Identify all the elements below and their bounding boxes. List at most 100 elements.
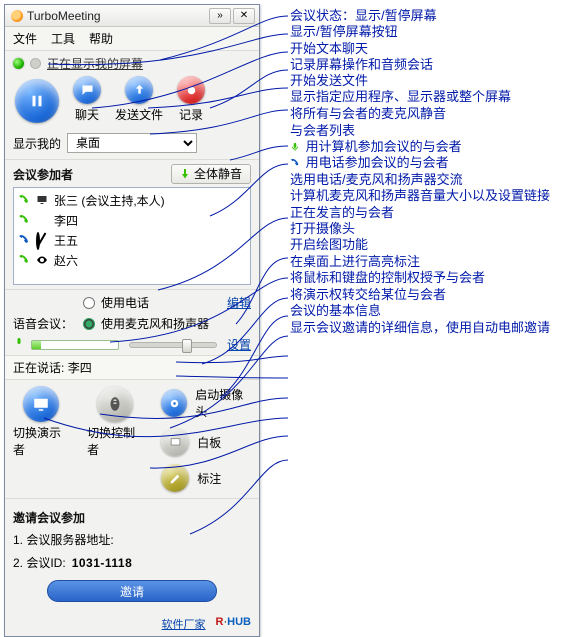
annotation: 开启绘图功能 bbox=[290, 237, 560, 253]
phone-blue-icon bbox=[18, 234, 30, 246]
mic-level-icon bbox=[13, 337, 25, 352]
attendee-row[interactable]: 赵六 bbox=[18, 250, 246, 270]
brand-label: R·HUB bbox=[216, 616, 251, 632]
status-dot-active-icon[interactable] bbox=[13, 58, 24, 69]
menu-help[interactable]: 帮助 bbox=[89, 30, 113, 47]
blank-icon bbox=[36, 214, 48, 226]
sendfile-label: 发送文件 bbox=[115, 106, 163, 123]
chat-label: 聊天 bbox=[75, 106, 99, 123]
app-window: TurboMeeting » ✕ 文件 工具 帮助 正在显示我的屏幕 聊天 bbox=[4, 4, 260, 637]
phone-blue-icon bbox=[290, 157, 300, 169]
whiteboard-label: 白板 bbox=[197, 434, 221, 451]
mic-green-icon bbox=[290, 141, 300, 153]
switch-controller-button[interactable] bbox=[97, 386, 133, 422]
annotation: 会议状态：显示/暂停屏幕 bbox=[290, 8, 560, 24]
status-text: 正在显示我的屏幕 bbox=[47, 55, 143, 72]
annotation: 显示/暂停屏幕按钮 bbox=[290, 24, 560, 40]
invite-title: 邀请会议参加 bbox=[13, 505, 251, 528]
mute-all-label: 全体静音 bbox=[194, 165, 242, 182]
edit-link[interactable]: 编辑 bbox=[227, 294, 251, 311]
annotation: 显示会议邀请的详细信息，使用自动电邮邀请 bbox=[290, 320, 560, 337]
audio-opt-phone-row: 使用电话 编辑 bbox=[5, 292, 259, 313]
annotation: 打开摄像头 bbox=[290, 221, 560, 237]
attendee-row[interactable]: 李四 bbox=[18, 210, 246, 230]
monitor-icon bbox=[36, 194, 48, 206]
toolbar: 聊天 发送文件 记录 bbox=[5, 74, 259, 129]
annotation: 用计算机参加会议的与会者 bbox=[290, 139, 560, 155]
status-row: 正在显示我的屏幕 bbox=[5, 51, 259, 74]
pause-button[interactable] bbox=[15, 79, 59, 123]
annotation: 与会者列表 bbox=[290, 123, 560, 139]
radio-use-phone[interactable] bbox=[83, 297, 95, 309]
opt-mic-label: 使用麦克风和扬声器 bbox=[101, 315, 209, 332]
record-button[interactable] bbox=[177, 76, 205, 104]
minimize-button[interactable]: » bbox=[209, 8, 231, 24]
speaking-who: 李四 bbox=[68, 361, 92, 375]
annotation: 将所有与会者的麦克风静音 bbox=[290, 106, 560, 122]
annotation: 在桌面上进行高亮标注 bbox=[290, 254, 560, 270]
invite-button[interactable]: 邀请 bbox=[47, 580, 217, 602]
noentry-icon bbox=[36, 234, 48, 246]
server-label: 1. 会议服务器地址: bbox=[13, 531, 114, 548]
annotation: 显示指定应用程序、显示器或整个屏幕 bbox=[290, 89, 560, 106]
vendor-link[interactable]: 软件厂家 bbox=[162, 616, 206, 632]
annotation: 开始文本聊天 bbox=[290, 41, 560, 57]
menu-tools[interactable]: 工具 bbox=[51, 30, 75, 47]
speaking-row: 正在说话: 李四 bbox=[5, 355, 259, 380]
mute-all-button[interactable]: 全体静音 bbox=[171, 164, 251, 184]
app-icon bbox=[11, 10, 23, 22]
attendee-name: 李四 bbox=[54, 212, 78, 229]
attendees-title: 会议参加者 bbox=[5, 162, 81, 185]
titlebar: TurboMeeting » ✕ bbox=[5, 5, 259, 27]
show-label: 显示我的 bbox=[13, 135, 61, 152]
volume-slider[interactable] bbox=[129, 342, 217, 348]
close-button[interactable]: ✕ bbox=[233, 8, 255, 24]
annotation: 记录屏幕操作和音频会话 bbox=[290, 57, 560, 73]
switch-controller-label: 切换控制者 bbox=[87, 424, 143, 458]
status-dot-paused-icon[interactable] bbox=[30, 58, 41, 69]
meeting-id-label: 2. 会议ID: bbox=[13, 554, 66, 571]
attendee-name: 赵六 bbox=[54, 252, 78, 269]
annotation: 用电话参加会议的与会者 bbox=[290, 155, 560, 171]
record-label: 记录 bbox=[179, 106, 203, 123]
show-select[interactable]: 桌面 bbox=[67, 133, 197, 153]
attendee-row[interactable]: 王五 bbox=[18, 230, 246, 250]
chat-button[interactable] bbox=[73, 76, 101, 104]
annotation-panel: 会议状态：显示/暂停屏幕 显示/暂停屏幕按钮 开始文本聊天 记录屏幕操作和音频会… bbox=[290, 8, 560, 337]
switch-presenter-button[interactable] bbox=[23, 386, 59, 422]
annotation: 选用电话/麦克风和扬声器交流 bbox=[290, 172, 560, 188]
camera-section: 切换演示者 切换控制者 启动摄像头 白板 bbox=[5, 380, 259, 496]
menubar: 文件 工具 帮助 bbox=[5, 27, 259, 51]
window-title: TurboMeeting bbox=[27, 9, 209, 23]
invite-section: 邀请会议参加 1. 会议服务器地址: 2. 会议ID: 1031-1118 邀请 bbox=[5, 501, 259, 612]
annotate-label: 标注 bbox=[197, 470, 221, 487]
attendee-name: 张三 (会议主持,本人) bbox=[54, 192, 165, 209]
meeting-id-value: 1031-1118 bbox=[72, 556, 133, 570]
mic-icon bbox=[180, 169, 190, 179]
audio-section-label: 语音会议： bbox=[13, 315, 77, 332]
footer: 软件厂家 R·HUB bbox=[5, 612, 259, 636]
start-camera-button[interactable] bbox=[161, 389, 187, 417]
meter-row: 设置 bbox=[5, 334, 259, 355]
whiteboard-button[interactable] bbox=[161, 428, 189, 456]
opt-phone-label: 使用电话 bbox=[101, 294, 149, 311]
attendee-name: 王五 bbox=[54, 232, 78, 249]
attendee-row[interactable]: 张三 (会议主持,本人) bbox=[18, 190, 246, 210]
speaking-prefix: 正在说话: bbox=[13, 361, 64, 375]
attendee-list[interactable]: 张三 (会议主持,本人) 李四 王五 赵六 bbox=[13, 187, 251, 285]
eye-icon bbox=[36, 254, 48, 266]
mic-meter bbox=[31, 340, 119, 350]
settings-link[interactable]: 设置 bbox=[227, 336, 251, 353]
show-row: 显示我的 桌面 bbox=[5, 129, 259, 157]
sendfile-button[interactable] bbox=[125, 76, 153, 104]
radio-use-mic[interactable] bbox=[83, 318, 95, 330]
annotate-button[interactable] bbox=[161, 464, 189, 492]
phone-green-icon bbox=[18, 254, 30, 266]
phone-green-icon bbox=[18, 194, 30, 206]
phone-green-icon bbox=[18, 214, 30, 226]
annotation: 将演示权转交给某位与会者 bbox=[290, 287, 560, 303]
menu-file[interactable]: 文件 bbox=[13, 30, 37, 47]
annotation: 开始发送文件 bbox=[290, 73, 560, 89]
annotation: 将鼠标和键盘的控制权授予与会者 bbox=[290, 270, 560, 287]
annotation: 正在发言的与会者 bbox=[290, 205, 560, 221]
